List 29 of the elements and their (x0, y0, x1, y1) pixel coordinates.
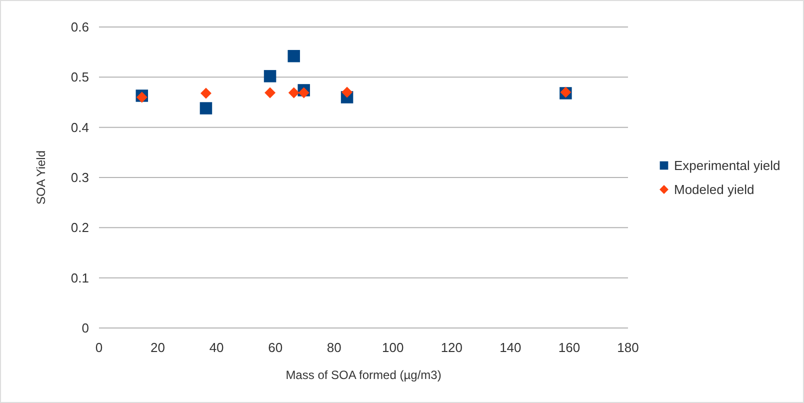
x-tick-label: 180 (617, 340, 639, 355)
point (288, 50, 300, 62)
y-axis-title: SOA Yield (34, 150, 48, 205)
point (200, 88, 212, 99)
x-tick-label: 40 (209, 340, 224, 355)
x-tick-label: 0 (95, 340, 103, 355)
y-tick-label: 0.4 (70, 120, 89, 135)
point (264, 70, 276, 82)
legend-label: Modeled yield (674, 182, 754, 198)
y-tick-label: 0.2 (70, 220, 89, 236)
x-tick-label: 160 (558, 340, 580, 355)
y-tick-label: 0.1 (70, 270, 89, 286)
point (264, 87, 276, 98)
point (200, 102, 212, 114)
point (342, 86, 353, 98)
x-tick-label: 100 (382, 340, 404, 355)
y-tick-label: 0.3 (70, 170, 89, 186)
x-tick-label: 80 (326, 340, 342, 355)
y-tick-label: 0.6 (70, 20, 89, 35)
legend-label: Experimental yield (674, 158, 780, 174)
point (298, 87, 310, 98)
x-tick-label: 20 (150, 340, 166, 355)
x-axis-title: Mass of SOA formed (µg/m3) (286, 368, 442, 382)
y-tick-label: 0 (82, 320, 89, 336)
x-tick-label: 120 (440, 340, 463, 355)
y-tick-label: 0.5 (70, 70, 89, 85)
x-tick-label: 140 (500, 340, 522, 355)
point (288, 87, 300, 98)
x-tick-label: 60 (268, 340, 283, 355)
